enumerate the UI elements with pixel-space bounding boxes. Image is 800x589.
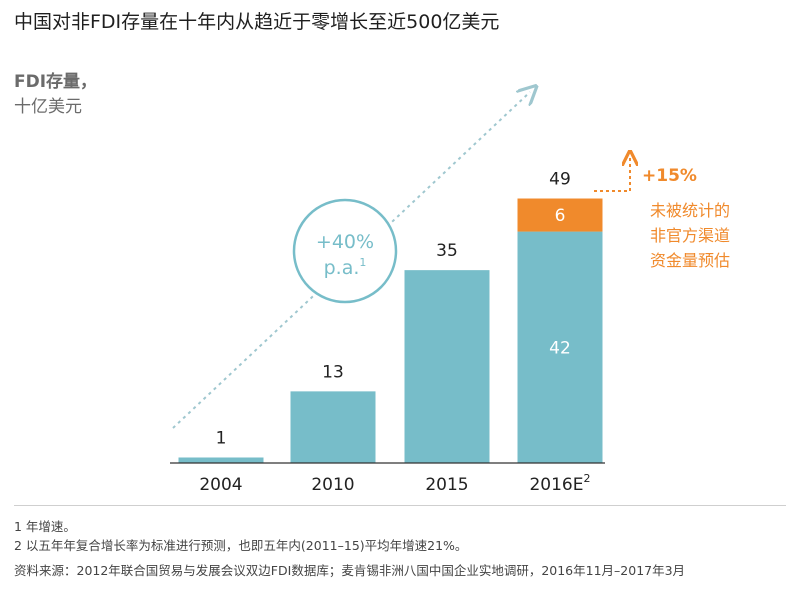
footnote-separator xyxy=(14,505,786,506)
y-unit-label: FDI存量， xyxy=(14,72,98,92)
bar-2016E xyxy=(517,231,603,463)
uplift-note-line-2: 非官方渠道 xyxy=(650,226,730,245)
bar-chart: +40% p.a.1 12004132010352015642492016E2 … xyxy=(170,0,730,495)
bar-segment-label-unrecorded: 6 xyxy=(555,206,566,226)
uplift-note-line-3: 资金量预估 xyxy=(650,251,730,270)
bar-2010 xyxy=(290,391,376,463)
chart-title: 中国对非FDI存量在十年内从趋近于零增长至近500亿美元 xyxy=(14,11,500,33)
x-tick-label-2010: 2010 xyxy=(311,475,354,495)
growth-rate-value: +40% xyxy=(316,231,374,253)
x-tick-label-2004: 2004 xyxy=(199,475,242,495)
bar-total-label-2015: 35 xyxy=(436,241,458,261)
footnote-2: 2 以五年年复合增长率为标准进行预测，也即五年内(2011–15)平均年增速21… xyxy=(14,538,468,553)
y-unit-sublabel: 十亿美元 xyxy=(14,97,82,117)
bar-total-label-2010: 13 xyxy=(322,362,344,382)
uplift-note-line-1: 未被统计的 xyxy=(650,201,730,220)
source-note: 资料来源：2012年联合国贸易与发展会议双边FDI数据库；麦肯锡非洲八国中国企业… xyxy=(14,563,686,578)
x-tick-label-2015: 2015 xyxy=(425,475,468,495)
growth-rate-unit: p.a.1 xyxy=(324,256,367,279)
bar-2015 xyxy=(404,270,490,463)
footnote-1: 1 年增速。 xyxy=(14,519,76,534)
x-tick-label-2016E: 2016E2 xyxy=(529,472,590,495)
uplift-percent: +15% xyxy=(642,166,697,186)
bar-2004 xyxy=(178,457,264,463)
bar-segment-label-recorded: 42 xyxy=(549,338,571,358)
uplift-annotation: +15% 未被统计的 非官方渠道 资金量预估 xyxy=(594,158,730,270)
growth-rate-circle: +40% p.a.1 xyxy=(292,198,398,304)
bar-2016E-unrecorded xyxy=(517,198,603,232)
bar-total-label-2004: 1 xyxy=(216,428,227,448)
bar-total-label-2016E: 49 xyxy=(549,170,571,190)
